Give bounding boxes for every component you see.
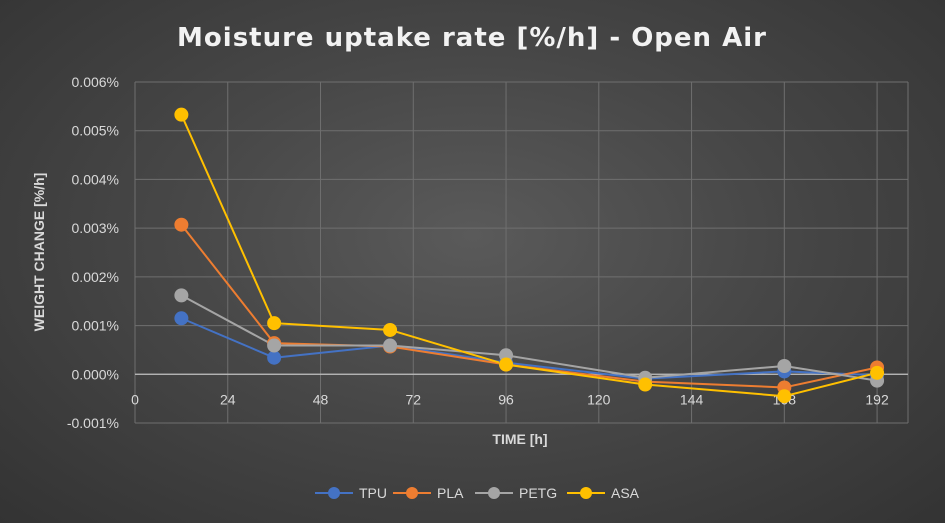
legend-label-asa: ASA <box>611 485 640 501</box>
x-tick-label: 144 <box>680 391 704 407</box>
legend-label-pla: PLA <box>437 485 464 501</box>
data-point-asa <box>499 357 514 372</box>
series-line-pla <box>180 224 878 389</box>
y-axis-title: WEIGHT CHANGE [%/h] <box>31 173 47 332</box>
x-tick-label: 72 <box>405 391 421 407</box>
y-tick-label: 0.005% <box>72 123 119 139</box>
data-point-asa <box>870 365 885 380</box>
x-tick-label: 96 <box>498 391 514 407</box>
data-point-asa <box>383 322 398 337</box>
series-line-tpu <box>180 317 878 380</box>
legend: TPU PLA PETG ASA <box>315 485 640 501</box>
y-tick-label: 0.002% <box>72 269 119 285</box>
y-tick-label: 0.000% <box>72 366 119 382</box>
chart-title: Moisture uptake rate [%/h] - Open Air <box>177 23 767 53</box>
series-line-asa <box>180 114 878 398</box>
x-tick-labels: 024487296120144168192 <box>131 391 889 407</box>
grid <box>134 81 909 424</box>
legend-label-tpu: TPU <box>359 485 387 501</box>
data-point-petg <box>383 338 398 353</box>
data-point-petg <box>174 288 189 303</box>
x-axis-title: TIME [h] <box>492 431 547 447</box>
data-point-petg <box>267 338 282 353</box>
series-group <box>174 107 885 404</box>
data-point-asa <box>267 316 282 331</box>
x-tick-label: 24 <box>220 391 236 407</box>
x-tick-label: 120 <box>587 391 611 407</box>
data-point-asa <box>638 377 653 392</box>
data-point-asa <box>777 389 792 404</box>
y-tick-label: 0.006% <box>72 74 119 90</box>
y-tick-label: 0.004% <box>72 171 119 187</box>
data-point-petg <box>777 359 792 374</box>
legend-label-petg: PETG <box>519 485 557 501</box>
legend-marker-tpu <box>328 487 340 499</box>
x-tick-label: 192 <box>865 391 889 407</box>
data-point-pla <box>174 217 189 232</box>
y-tick-label: -0.001% <box>67 415 119 431</box>
x-tick-label: 48 <box>313 391 329 407</box>
y-tick-label: 0.001% <box>72 318 119 334</box>
data-point-tpu <box>174 311 189 326</box>
x-tick-label: 0 <box>131 391 139 407</box>
data-point-asa <box>174 107 189 122</box>
legend-marker-petg <box>488 487 500 499</box>
data-point-tpu <box>267 350 282 365</box>
legend-marker-pla <box>406 487 418 499</box>
y-tick-labels: -0.001% 0.000% 0.001% 0.002% 0.003% 0.004% 0.0… <box>67 74 119 431</box>
y-tick-label: 0.003% <box>72 220 119 236</box>
legend-marker-asa <box>580 487 592 499</box>
